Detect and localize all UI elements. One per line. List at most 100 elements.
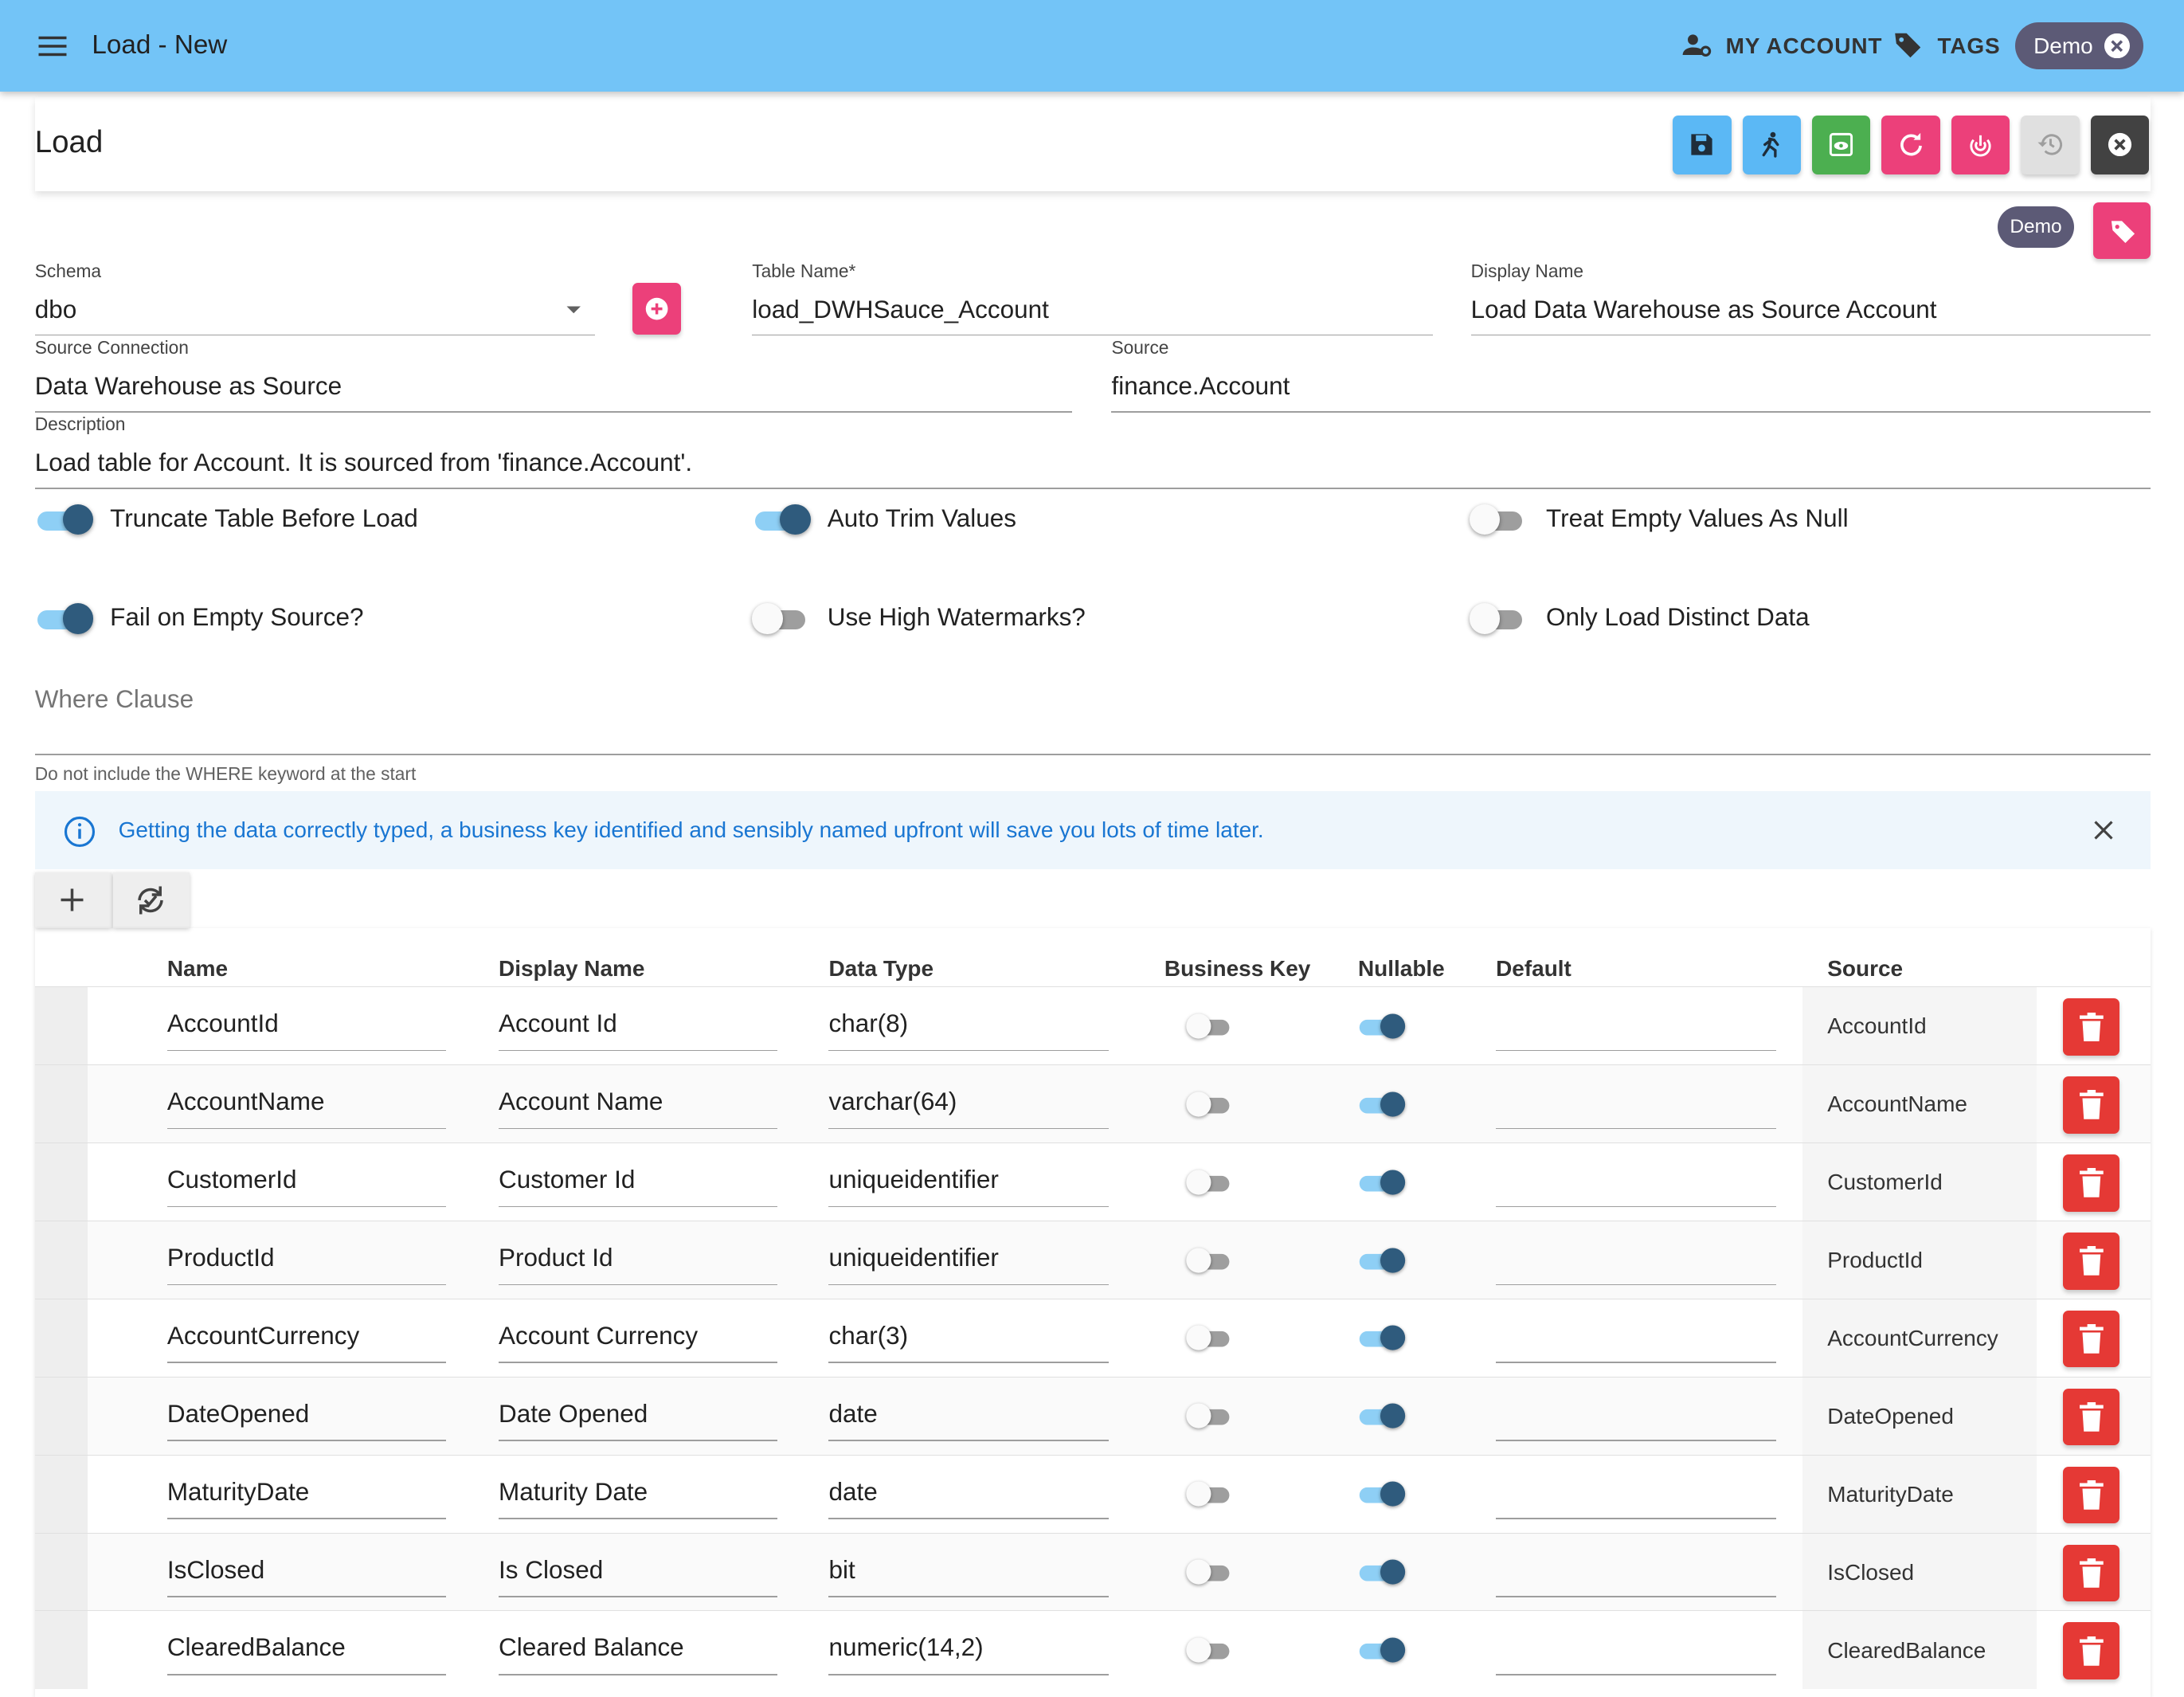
- display-name-input[interactable]: Load Data Warehouse as Source Account: [1470, 295, 1937, 323]
- row-handle[interactable]: [34, 1064, 88, 1143]
- column-name-input[interactable]: AccountCurrency: [166, 1321, 360, 1350]
- truncate-switch[interactable]: [35, 504, 94, 535]
- nullable-switch[interactable]: [1357, 1637, 1406, 1664]
- where-clause-input[interactable]: Where Clause: [34, 685, 194, 714]
- nullable-switch[interactable]: [1357, 1248, 1406, 1273]
- row-handle[interactable]: [34, 1377, 88, 1456]
- nullable-switch[interactable]: [1357, 1013, 1406, 1039]
- empty-as-null-switch[interactable]: [1469, 504, 1525, 535]
- description-input[interactable]: Load table for Account. It is sourced fr…: [34, 449, 693, 477]
- column-data-type-input[interactable]: date: [828, 1399, 878, 1428]
- delete-row-button[interactable]: [2062, 998, 2120, 1056]
- source-connection-select[interactable]: Data Warehouse as Source: [34, 371, 342, 400]
- column-data-type-input[interactable]: uniqueidentifier: [828, 1165, 999, 1193]
- nullable-switch[interactable]: [1357, 1091, 1406, 1117]
- delete-row-button[interactable]: [2062, 1310, 2120, 1368]
- chevron-down-icon[interactable]: [564, 304, 583, 317]
- demo-chip[interactable]: Demo: [2015, 22, 2144, 70]
- business-key-switch[interactable]: [1186, 1325, 1231, 1351]
- preview-button[interactable]: [1812, 116, 1871, 174]
- distinct-switch[interactable]: [1469, 603, 1525, 634]
- menu-icon[interactable]: [36, 29, 69, 63]
- column-name-input[interactable]: IsClosed: [166, 1555, 265, 1584]
- save-button[interactable]: [1673, 116, 1732, 174]
- column-data-type-input[interactable]: char(8): [828, 1009, 909, 1038]
- history-button[interactable]: [2021, 116, 2080, 174]
- business-key-switch[interactable]: [1186, 1403, 1231, 1429]
- column-display-name-input[interactable]: Account Currency: [499, 1321, 699, 1350]
- business-key-switch[interactable]: [1186, 1559, 1231, 1585]
- delete-row-button[interactable]: [2062, 1388, 2120, 1446]
- column-data-type-input[interactable]: bit: [828, 1555, 855, 1584]
- fingerprint-button[interactable]: [1951, 116, 2010, 174]
- column-display-name-input[interactable]: Account Id: [499, 1009, 617, 1038]
- delete-row-button[interactable]: [2062, 1154, 2120, 1212]
- row-handle[interactable]: [34, 1611, 88, 1690]
- run-button[interactable]: [1742, 116, 1802, 174]
- close-circle-icon: [2108, 133, 2132, 157]
- nullable-switch[interactable]: [1357, 1559, 1406, 1585]
- column-data-type-input[interactable]: uniqueidentifier: [828, 1243, 999, 1272]
- column-display-name-input[interactable]: Cleared Balance: [499, 1633, 684, 1662]
- column-default-underline: [1496, 1049, 1776, 1052]
- column-display-name-underline: [499, 1518, 777, 1520]
- row-handle[interactable]: [34, 1455, 88, 1534]
- add-row-button[interactable]: [34, 872, 112, 928]
- column-data-type-input[interactable]: char(3): [828, 1321, 909, 1350]
- delete-row-button[interactable]: [2062, 1622, 2120, 1680]
- column-display-name-input[interactable]: Product Id: [499, 1243, 613, 1272]
- add-tag-button[interactable]: [2093, 202, 2151, 260]
- column-name-input[interactable]: DateOpened: [166, 1399, 310, 1428]
- my-account-link[interactable]: MY ACCOUNT: [1682, 33, 1883, 59]
- row-handle[interactable]: [34, 1299, 88, 1378]
- row-handle[interactable]: [34, 987, 88, 1065]
- business-key-switch[interactable]: [1186, 1637, 1231, 1664]
- auto-trim-switch[interactable]: [752, 504, 811, 535]
- refresh-button[interactable]: [1881, 116, 1940, 174]
- business-key-switch[interactable]: [1186, 1248, 1231, 1273]
- high-watermarks-switch[interactable]: [752, 603, 808, 634]
- column-name-input[interactable]: MaturityDate: [166, 1477, 310, 1506]
- tag-chip[interactable]: Demo: [1997, 206, 2074, 249]
- business-key-switch[interactable]: [1186, 1091, 1231, 1117]
- column-data-type-underline: [828, 1284, 1109, 1286]
- table-name-input[interactable]: load_DWHSauce_Account: [752, 295, 1049, 323]
- business-key-switch[interactable]: [1186, 1170, 1231, 1195]
- column-data-type-input[interactable]: varchar(64): [828, 1087, 957, 1115]
- delete-row-button[interactable]: [2062, 1466, 2120, 1524]
- row-handle[interactable]: [34, 1142, 88, 1221]
- row-handle[interactable]: [34, 1221, 88, 1299]
- column-name-input[interactable]: ProductId: [166, 1243, 275, 1272]
- column-display-name-input[interactable]: Account Name: [499, 1087, 663, 1115]
- tags-link[interactable]: TAGS: [1895, 33, 2000, 59]
- column-display-name-input[interactable]: Customer Id: [499, 1165, 636, 1193]
- nullable-switch[interactable]: [1357, 1481, 1406, 1507]
- column-data-type-input[interactable]: date: [828, 1477, 878, 1506]
- delete-row-button[interactable]: [2062, 1544, 2120, 1602]
- close-icon[interactable]: [2092, 819, 2115, 841]
- close-button[interactable]: [2090, 116, 2150, 174]
- nullable-switch[interactable]: [1357, 1325, 1406, 1351]
- delete-row-button[interactable]: [2062, 1076, 2120, 1134]
- nullable-switch[interactable]: [1357, 1403, 1406, 1429]
- column-name-input[interactable]: AccountName: [166, 1087, 325, 1115]
- schema-select[interactable]: dbo: [34, 295, 77, 323]
- column-name-input[interactable]: CustomerId: [166, 1165, 297, 1193]
- column-data-type-input[interactable]: numeric(14,2): [828, 1633, 984, 1662]
- column-display-name-input[interactable]: Is Closed: [499, 1555, 604, 1584]
- add-schema-button[interactable]: [632, 282, 682, 335]
- business-key-switch[interactable]: [1186, 1013, 1231, 1039]
- fail-empty-switch[interactable]: [35, 603, 94, 634]
- nullable-switch[interactable]: [1357, 1170, 1406, 1195]
- column-name-input[interactable]: ClearedBalance: [166, 1633, 346, 1662]
- close-circle-icon[interactable]: [2104, 33, 2130, 59]
- sync-columns-button[interactable]: [112, 872, 190, 928]
- source-input[interactable]: finance.Account: [1111, 371, 1290, 400]
- column-name-input[interactable]: AccountId: [166, 1009, 279, 1038]
- column-display-name-input[interactable]: Date Opened: [499, 1399, 648, 1428]
- schema-underline: [34, 334, 595, 336]
- column-display-name-input[interactable]: Maturity Date: [499, 1477, 648, 1506]
- delete-row-button[interactable]: [2062, 1232, 2120, 1290]
- business-key-switch[interactable]: [1186, 1481, 1231, 1507]
- row-handle[interactable]: [34, 1533, 88, 1612]
